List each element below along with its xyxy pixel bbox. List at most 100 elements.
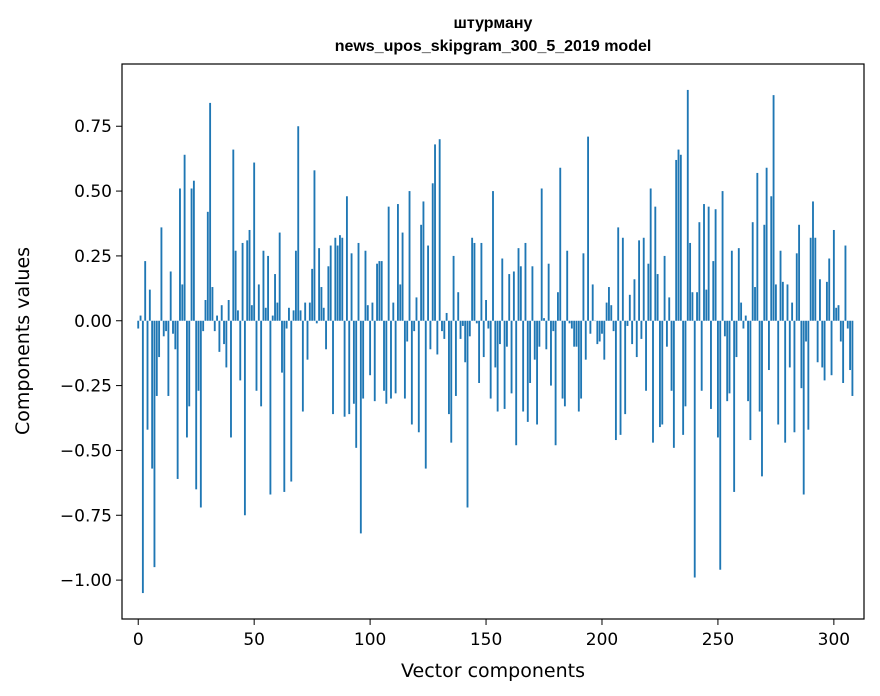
bar-182 (559, 167, 562, 321)
bar-26 (197, 320, 200, 391)
bar-61 (278, 232, 281, 321)
bar-49 (250, 305, 253, 321)
bar-65 (288, 307, 290, 321)
bar-145 (473, 242, 476, 321)
bar-0 (137, 320, 140, 329)
bar-51 (255, 320, 258, 391)
bar-55 (264, 307, 267, 321)
bar-45 (241, 242, 244, 321)
bar-291 (812, 201, 814, 321)
bar-245 (705, 289, 708, 321)
bar-163 (515, 320, 518, 446)
bar-269 (761, 320, 763, 477)
bar-202 (605, 302, 608, 321)
bar-135 (450, 320, 453, 443)
bar-234 (679, 154, 682, 321)
bar-189 (575, 320, 578, 347)
bar-78 (318, 248, 321, 321)
bar-11 (162, 320, 165, 337)
y-tick-label: 0.00 (74, 312, 112, 332)
bar-210 (624, 320, 627, 415)
bar-12 (165, 320, 167, 332)
bar-295 (821, 320, 824, 368)
bar-206 (614, 320, 617, 441)
bar-58 (271, 315, 274, 321)
chart-subtitle: news_upos_skipgram_300_5_2019 model (335, 38, 652, 55)
bar-204 (610, 305, 613, 321)
bar-129 (436, 320, 439, 355)
bar-207 (617, 227, 620, 321)
bar-133 (445, 312, 448, 321)
x-tick-label: 50 (243, 630, 265, 650)
bar-69 (297, 126, 300, 321)
x-axis-ticks: 0 50 100 150 200 250 300 (133, 619, 850, 650)
bar-74 (308, 302, 311, 321)
bar-7 (153, 320, 156, 568)
bar-124 (424, 320, 427, 469)
bar-247 (710, 320, 712, 409)
bar-252 (721, 191, 724, 321)
bar-246 (707, 206, 710, 321)
bar-108 (387, 206, 390, 321)
bar-8 (155, 320, 158, 396)
bar-264 (749, 320, 752, 441)
bar-257 (733, 320, 736, 492)
bar-83 (329, 245, 332, 321)
bar-90 (345, 196, 348, 321)
bar-250 (716, 320, 719, 438)
bar-95 (357, 242, 360, 321)
bar-87 (339, 235, 341, 321)
bar-165 (519, 266, 522, 321)
bar-282 (791, 302, 794, 321)
bar-276 (777, 320, 780, 425)
bar-53 (260, 320, 263, 407)
bar-10 (160, 227, 163, 321)
bar-64 (285, 320, 288, 329)
bar-20 (183, 154, 186, 321)
bar-102 (373, 320, 376, 402)
bar-162 (512, 271, 515, 321)
bar-209 (621, 237, 624, 321)
bar-241 (696, 292, 698, 321)
bar-101 (371, 302, 374, 321)
bar-94 (355, 320, 358, 448)
bar-93 (352, 320, 355, 404)
bar-236 (684, 320, 687, 407)
bar-77 (315, 320, 318, 324)
bar-136 (452, 255, 455, 321)
bar-31 (209, 102, 212, 321)
bar-85 (334, 237, 337, 321)
bar-99 (366, 305, 369, 321)
bar-180 (554, 320, 557, 446)
bar-187 (570, 320, 573, 329)
bar-201 (603, 320, 606, 360)
bar-36 (220, 305, 223, 321)
bar-157 (501, 258, 504, 321)
bar-281 (788, 320, 791, 368)
bar-70 (299, 310, 302, 321)
y-axis-label: Components values (12, 247, 34, 435)
bar-152 (489, 320, 492, 399)
bar-43 (237, 310, 239, 321)
bar-71 (301, 320, 304, 412)
bar-143 (468, 320, 471, 337)
bar-158 (503, 320, 506, 409)
x-tick-label: 0 (133, 630, 144, 650)
bar-19 (181, 284, 184, 321)
bar-194 (587, 136, 589, 321)
bar-72 (304, 302, 307, 321)
bar-248 (712, 261, 715, 321)
y-tick-label: 0.75 (74, 117, 112, 137)
bar-140 (461, 320, 464, 326)
bar-6 (151, 320, 154, 469)
bar-160 (508, 274, 511, 321)
bar-280 (786, 284, 789, 321)
bar-75 (311, 268, 314, 321)
bar-215 (635, 320, 638, 358)
bar-259 (737, 248, 740, 321)
bar-153 (492, 191, 494, 321)
x-tick-label: 200 (586, 630, 618, 650)
bar-184 (563, 320, 566, 407)
bar-89 (343, 320, 346, 417)
bar-249 (714, 209, 717, 321)
